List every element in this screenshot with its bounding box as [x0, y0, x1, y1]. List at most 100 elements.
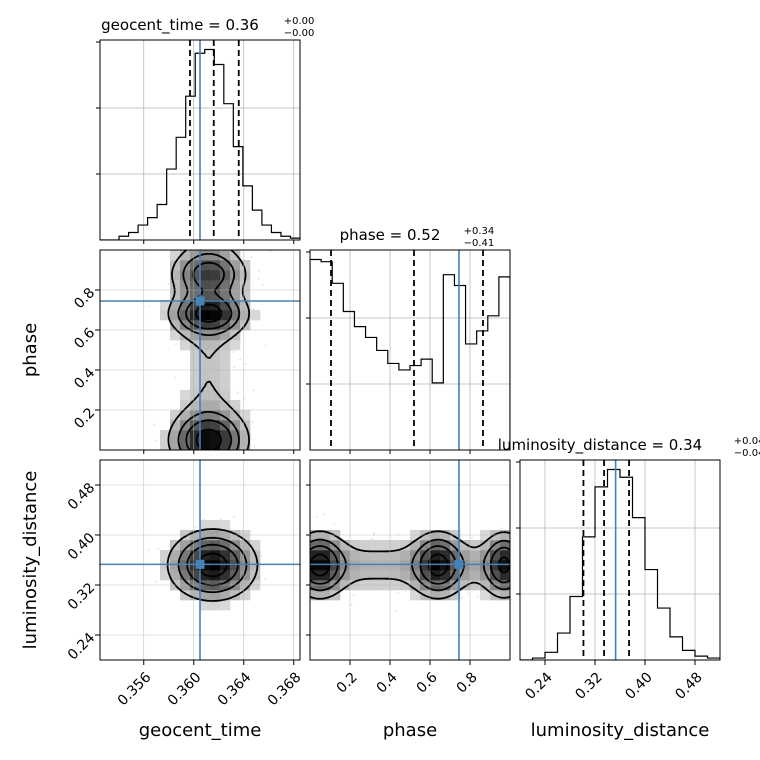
sample-point — [316, 516, 318, 519]
density-cell — [220, 600, 231, 611]
x-axis-label-phase: phase — [383, 720, 437, 741]
density-cell — [230, 400, 241, 411]
density-cell — [190, 300, 201, 311]
sample-point — [220, 518, 222, 521]
contour-level — [310, 545, 510, 585]
density-cell — [180, 340, 191, 351]
density-cell — [390, 550, 401, 561]
density-cell — [240, 280, 251, 291]
density-cell — [470, 540, 481, 551]
sample-point — [253, 445, 256, 448]
sample-point — [333, 523, 336, 526]
density-cell — [240, 430, 251, 441]
density-cell — [210, 340, 221, 351]
density-cell — [410, 540, 421, 551]
y-tick-label: 0.48 — [65, 480, 98, 513]
density-cell — [170, 310, 181, 321]
sample-point — [155, 439, 158, 442]
density-cell — [230, 270, 241, 281]
density-cell — [210, 380, 221, 391]
density-cell — [320, 570, 331, 581]
y-axis-label-phase: phase — [20, 323, 41, 377]
panel-title-geocent_time: geocent_time = 0.36 — [101, 16, 259, 35]
density-cell — [190, 270, 201, 281]
density-cell — [200, 440, 211, 450]
sample-point — [476, 595, 479, 598]
sample-point — [245, 363, 248, 365]
density-cell — [180, 570, 191, 581]
density-cell — [180, 420, 191, 431]
x-tick-label: 0.360 — [165, 669, 205, 709]
density-cell — [210, 280, 221, 291]
y-tick-label: 0.40 — [65, 530, 98, 563]
density-cell — [180, 430, 191, 441]
density-cell — [220, 540, 231, 551]
sample-point — [352, 594, 355, 597]
density-cell — [230, 290, 241, 301]
sample-point — [461, 597, 464, 599]
sample-point — [174, 343, 177, 346]
density-cell — [220, 350, 231, 361]
density-cell — [210, 430, 221, 441]
x-tick-label: 0.8 — [454, 669, 481, 696]
density-cell — [210, 260, 221, 271]
density-cell — [190, 360, 201, 371]
density-cell — [180, 410, 191, 421]
density-cell — [430, 540, 441, 551]
density-cell — [210, 290, 221, 301]
density-cell — [180, 440, 191, 450]
density-cell — [440, 590, 451, 601]
sample-point — [148, 305, 151, 308]
density-cell — [230, 410, 241, 421]
density-cell — [200, 250, 211, 261]
density-cell — [210, 520, 221, 531]
density-cell — [370, 570, 381, 581]
density-cell — [190, 350, 201, 361]
x-tick-label: 0.32 — [572, 669, 605, 702]
density-cell — [210, 400, 221, 411]
density-cell — [210, 420, 221, 431]
density-cell — [220, 310, 231, 321]
density-cell — [210, 590, 221, 601]
density-cell — [180, 390, 191, 401]
density-cell — [490, 540, 501, 551]
density-cell — [190, 260, 201, 271]
density-cell — [240, 540, 251, 551]
density-cell — [160, 440, 171, 450]
density-cell — [420, 570, 431, 581]
density-cell — [380, 570, 391, 581]
density-cell — [200, 420, 211, 431]
density-cell — [220, 280, 231, 291]
contours — [310, 530, 510, 600]
density-cell — [460, 570, 471, 581]
density-cell — [310, 570, 321, 581]
density-cell — [240, 410, 251, 421]
density-cell — [250, 310, 261, 321]
density-cell — [220, 250, 231, 261]
axes-frame — [309, 459, 511, 661]
density-cell — [160, 430, 171, 441]
density-cell — [180, 590, 191, 601]
density-cell — [210, 550, 221, 561]
truth-marker — [195, 296, 205, 306]
sample-point — [173, 376, 176, 379]
sample-point — [395, 609, 398, 612]
density-cell — [350, 540, 361, 551]
density-cell — [240, 260, 251, 271]
density-cell — [200, 430, 211, 441]
density-cell — [170, 250, 181, 261]
density-cell — [440, 550, 451, 561]
y-tick-label: 0.8 — [71, 285, 98, 312]
density-cell — [170, 410, 181, 421]
density-cell — [220, 380, 231, 391]
density-cell — [160, 570, 171, 581]
density-cell — [190, 310, 201, 321]
x-tick-label: 0.48 — [672, 669, 705, 702]
contour-level — [186, 543, 239, 587]
density-cell — [380, 540, 391, 551]
density-cell — [410, 590, 421, 601]
density-cell — [230, 310, 241, 321]
density-cell — [190, 330, 201, 341]
density-cell — [220, 590, 231, 601]
